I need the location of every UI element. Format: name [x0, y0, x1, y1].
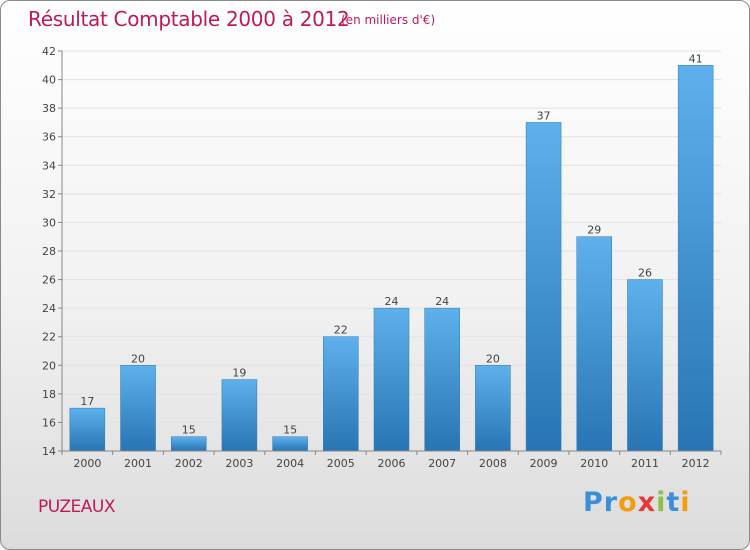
bar — [120, 365, 156, 452]
bar — [373, 307, 410, 452]
x-tick-label: 2010 — [580, 457, 608, 470]
bar — [627, 279, 663, 452]
bar — [323, 336, 359, 452]
data-label: 20 — [131, 352, 145, 365]
data-label: 15 — [283, 424, 297, 437]
chart-title: Résultat Comptable 2000 à 2012 — [28, 7, 350, 31]
data-label: 19 — [232, 367, 246, 380]
data-label: 15 — [182, 424, 196, 437]
data-label: 41 — [689, 52, 703, 65]
x-tick-label: 2006 — [378, 457, 406, 470]
bar — [221, 379, 258, 452]
bar — [69, 407, 106, 452]
y-tick-label: 42 — [42, 45, 56, 58]
data-label: 24 — [435, 295, 449, 308]
bar — [272, 436, 308, 452]
x-tick-label: 2011 — [631, 457, 659, 470]
y-tick-label: 34 — [42, 159, 56, 172]
logo-letter: r — [603, 487, 619, 518]
data-label: 20 — [486, 352, 500, 365]
data-label: 29 — [587, 224, 601, 237]
logo-letter: i — [680, 487, 691, 518]
x-tick-label: 2007 — [428, 457, 456, 470]
bar — [576, 236, 613, 452]
data-label: 22 — [334, 324, 348, 337]
x-tick-label: 2008 — [479, 457, 507, 470]
logo-letter: i — [656, 487, 667, 518]
y-tick-label: 30 — [42, 216, 56, 229]
bar — [170, 436, 207, 452]
data-label: 24 — [385, 295, 399, 308]
commune-name: PUZEAUX — [38, 497, 116, 517]
y-tick-label: 26 — [42, 274, 56, 287]
logo-letter: P — [583, 487, 604, 518]
y-axis: 14 16 18 20 22 24 26 28 30 32 34 36 38 40 42 — [42, 45, 63, 458]
data-labels: 17 20 15 19 15 22 24 24 20 37 29 26 41 — [80, 52, 702, 436]
logo-letter: x — [637, 487, 657, 518]
x-tick-label: 2004 — [276, 457, 304, 470]
x-tick-label: 2009 — [530, 457, 558, 470]
bar — [424, 307, 460, 452]
chart-subtitle: (en milliers d'€) — [341, 13, 436, 27]
x-tick-label: 2003 — [225, 457, 253, 470]
bar — [475, 365, 511, 452]
logo-letter: o — [618, 487, 638, 518]
y-tick-label: 36 — [42, 131, 56, 144]
logo-letter: t — [666, 487, 681, 518]
x-tick-label: 2012 — [682, 457, 710, 470]
y-tick-label: 24 — [42, 302, 56, 315]
x-tick-label: 2000 — [73, 457, 101, 470]
data-label: 26 — [638, 267, 652, 280]
bar — [677, 65, 714, 452]
x-tick-label: 2002 — [175, 457, 203, 470]
bars — [69, 65, 714, 452]
data-label: 17 — [80, 395, 94, 408]
x-tick-label: 2001 — [124, 457, 152, 470]
y-tick-label: 38 — [42, 102, 56, 115]
bar — [525, 122, 562, 452]
y-tick-label: 40 — [42, 74, 56, 87]
y-tick-label: 16 — [42, 416, 56, 429]
y-tick-label: 14 — [42, 445, 56, 458]
x-tick-label: 2005 — [327, 457, 355, 470]
y-tick-label: 32 — [42, 188, 56, 201]
y-tick-label: 22 — [42, 331, 56, 344]
y-tick-label: 20 — [42, 359, 56, 372]
x-axis: 2000 2001 2002 2003 2004 2005 2006 2007 2008 2009… — [61, 450, 722, 470]
data-label: 37 — [537, 109, 551, 122]
y-tick-label: 28 — [42, 245, 56, 258]
proxiti-logo: Proxiti — [583, 487, 691, 518]
y-tick-label: 18 — [42, 388, 56, 401]
